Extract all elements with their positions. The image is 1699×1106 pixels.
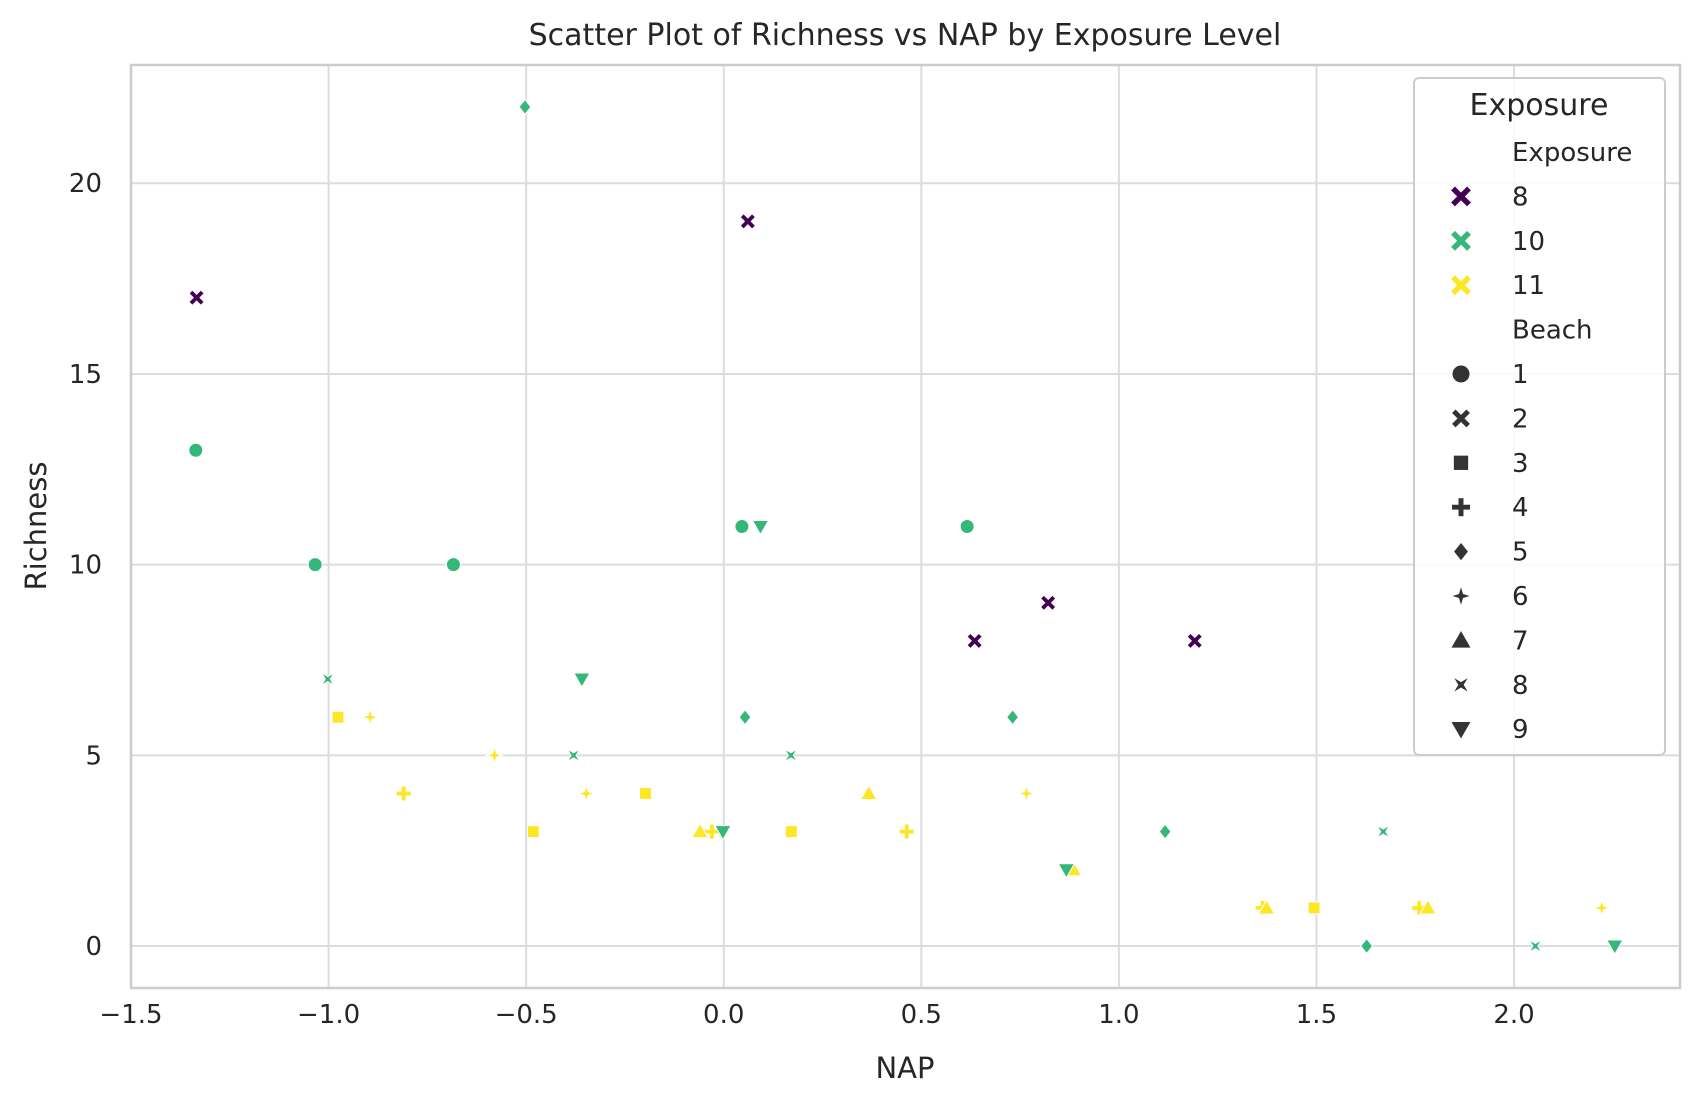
y-tick-label: 20 [69,169,102,199]
data-point [518,98,532,116]
data-point [189,290,204,305]
data-point [1360,937,1374,955]
data-point [321,672,335,686]
legend-style-marker [1448,583,1474,609]
legend-style-marker [1452,541,1470,562]
x-tick-label: −0.5 [495,1000,558,1030]
data-point [751,519,770,536]
legend-frame [1413,77,1666,756]
legend-hue-marker [1451,186,1471,207]
legend-style-label: 1 [1512,360,1529,390]
data-point [899,824,914,839]
legend-hue-label: 8 [1512,182,1529,212]
chart-title: Scatter Plot of Richness vs NAP by Expos… [529,18,1282,53]
data-point [526,825,540,839]
data-point [188,442,204,458]
legend-style-marker [1452,676,1470,694]
legend-hue-heading: Exposure [1512,138,1632,168]
legend-style-marker [1451,364,1471,384]
data-point [1605,939,1624,956]
legend-style-label: 5 [1512,538,1529,568]
data-point [738,709,752,726]
y-tick-label: 5 [85,741,102,771]
x-axis-tick-labels: −1.5 −1.0 −0.5 0.0 0.5 1.0 1.5 2.0 [99,1000,1534,1030]
legend-style-heading: Beach [1512,316,1593,346]
y-tick-label: 0 [85,932,102,962]
data-point [784,825,798,839]
y-tick-label: 15 [69,360,102,390]
x-tick-label: −1.0 [297,1000,360,1030]
x-tick-label: 2.0 [1493,1000,1534,1030]
legend-style-label: 2 [1512,404,1529,434]
data-point [1528,939,1543,953]
data-point [445,557,461,573]
y-axis-tick-labels: 0 5 10 15 20 [69,169,102,962]
legend-hue-marker [1451,275,1471,296]
data-point [1418,898,1437,915]
data-point [1257,898,1276,915]
data-point [566,748,581,763]
data-point [484,745,505,766]
legend-style-label: 6 [1512,582,1529,612]
data-point [734,519,750,534]
data-point [1057,863,1076,879]
data-point [784,748,798,763]
plot-area-frame [129,63,1682,990]
data-point [714,825,732,841]
legend: Exposure Exposure 8 10 11 Beach 1 2 3 4 5 6 7 8 9 [1413,77,1666,756]
data-points [188,98,1624,956]
data-point [704,824,719,839]
data-point [396,786,411,801]
data-point [1591,898,1612,918]
x-tick-label: 0.5 [901,1000,942,1030]
data-point [859,784,878,801]
legend-hue-label: 11 [1512,271,1545,301]
legend-style-label: 8 [1512,671,1529,701]
data-point [572,672,591,689]
legend-style-label: 9 [1512,715,1529,745]
data-point [691,822,709,839]
legend-style-marker [1452,409,1470,428]
data-point [307,557,323,573]
x-tick-label: 0.0 [703,1000,744,1030]
data-point [1158,823,1172,840]
data-point [576,783,596,804]
x-tick-label: 1.5 [1296,1000,1337,1030]
legend-hue-label: 10 [1512,227,1545,257]
legend-style-marker [1452,454,1470,471]
data-point [1041,595,1056,610]
data-point [1006,709,1020,726]
legend-style-label: 3 [1512,449,1529,479]
data-point [1307,901,1321,915]
legend-style-marker [1449,629,1473,649]
legend-title: Exposure [1470,88,1609,123]
data-point [639,787,652,800]
data-point [331,710,345,724]
legend-items: Exposure 8 10 11 Beach 1 2 3 4 5 6 7 8 9 [1448,138,1632,745]
data-point [967,633,982,648]
legend-hue-marker [1451,230,1471,251]
data-point [1376,824,1390,839]
legend-style-label: 7 [1512,626,1529,656]
y-axis-title: Richness [19,462,53,591]
data-point [360,707,380,727]
x-axis-title: NAP [875,1051,934,1085]
legend-style-marker [1449,720,1473,741]
data-point [740,214,755,229]
legend-style-label: 4 [1512,493,1529,523]
x-tick-label: −1.5 [99,1000,162,1030]
data-point [959,519,975,534]
x-tick-label: 1.0 [1098,1000,1139,1030]
legend-style-marker [1452,498,1470,517]
y-tick-label: 10 [69,551,102,581]
data-point [1016,783,1037,804]
data-point [1187,633,1202,648]
